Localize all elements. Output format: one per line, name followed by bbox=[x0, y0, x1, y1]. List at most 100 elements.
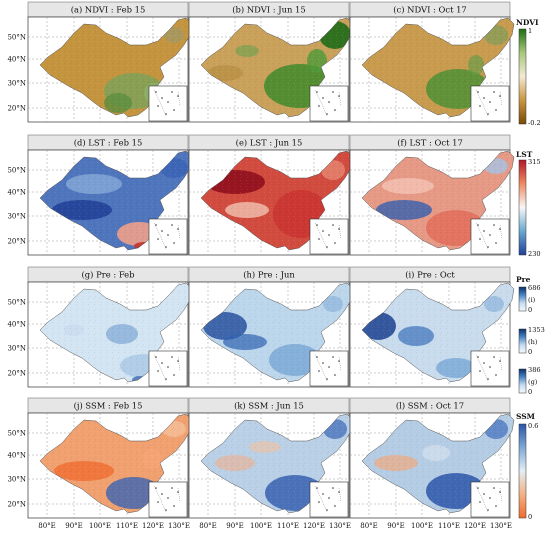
pre-colorbar-panel: (g) bbox=[528, 378, 538, 386]
south-china-sea-inset bbox=[470, 350, 510, 387]
panel-title: (e) LST : Jun 15 bbox=[236, 138, 303, 148]
lon-tick-label: 90°E bbox=[65, 522, 83, 530]
colorbar-title: LST bbox=[516, 150, 533, 159]
lon-tick-label: 130°E bbox=[329, 522, 351, 530]
panel-title: (h) Pre : Jun bbox=[243, 270, 295, 280]
panel-lst-jun: (e) LST : Jun 15 bbox=[188, 134, 354, 256]
lon-tick-label: 100°E bbox=[89, 522, 111, 530]
pre-colorbar-ramp bbox=[518, 286, 527, 312]
colorbar-min: 0 bbox=[528, 513, 532, 521]
south-china-sea-inset bbox=[148, 218, 188, 255]
south-china-sea-inset bbox=[148, 481, 188, 518]
lat-tick-label: 20°N bbox=[7, 500, 26, 508]
pre-colorbar-max: 1353 bbox=[528, 326, 545, 334]
panel-title: (b) NDVI : Jun 15 bbox=[232, 5, 305, 15]
panel-ssm-feb: (j) SSM : Feb 15 50°N 40°N 30°N 20°N bbox=[7, 397, 193, 519]
colorbar-min: -0.2 bbox=[528, 119, 541, 127]
panel-lst-oct: (f) LST : Oct 17 bbox=[349, 134, 515, 256]
lat-tick-label: 50°N bbox=[7, 166, 26, 174]
pre-colorbar-max: 386 bbox=[528, 366, 541, 374]
panel-ndvi-jun: (b) NDVI : Jun 15 bbox=[188, 1, 354, 123]
panel-pre-oct: (i) Pre : Oct bbox=[349, 266, 515, 388]
panel-title: (d) LST : Feb 15 bbox=[74, 138, 143, 148]
south-china-sea-inset bbox=[309, 85, 349, 122]
pre-colorbar-min: 0 bbox=[528, 306, 532, 314]
lat-tick-label: 40°N bbox=[7, 55, 26, 63]
lon-tick-label: 100°E bbox=[250, 522, 272, 530]
panel-title: (i) Pre : Oct bbox=[405, 270, 455, 280]
lon-tick-label: 130°E bbox=[490, 522, 512, 530]
panel-ssm-jun: (k) SSM : Jun 15 bbox=[188, 397, 354, 519]
panel-title: (c) NDVI : Oct 17 bbox=[393, 5, 467, 15]
panel-title: (k) SSM : Jun 15 bbox=[234, 401, 304, 411]
lon-tick-label: 80°E bbox=[38, 522, 56, 530]
pre-colorbar-panel: (h) bbox=[528, 338, 538, 346]
pre-colorbar-ramp bbox=[518, 368, 527, 394]
panel-pre-jun: (h) Pre : Jun bbox=[188, 266, 354, 388]
colorbar-ramp bbox=[518, 159, 527, 256]
lon-tick-label: 120°E bbox=[142, 522, 164, 530]
lat-tick-label: 30°N bbox=[7, 344, 26, 352]
lon-tick-label: 90°E bbox=[387, 522, 405, 530]
lat-tick-label: 40°N bbox=[7, 451, 26, 459]
panel-title: (f) LST : Oct 17 bbox=[397, 138, 463, 148]
pre-colorbar-min: 0 bbox=[528, 388, 532, 396]
south-china-sea-inset bbox=[148, 85, 188, 122]
lat-tick-label: 20°N bbox=[7, 369, 26, 377]
south-china-sea-inset bbox=[148, 350, 188, 387]
pre-colorbar-ramp bbox=[518, 328, 527, 354]
lon-tick-label: 120°E bbox=[303, 522, 325, 530]
lat-tick-label: 30°N bbox=[7, 79, 26, 87]
south-china-sea-inset bbox=[470, 481, 510, 518]
lat-tick-label: 50°N bbox=[7, 429, 26, 437]
panel-title: (j) SSM : Feb 15 bbox=[74, 401, 143, 411]
south-china-sea-inset bbox=[470, 218, 510, 255]
colorbar-min: 230 bbox=[528, 250, 541, 258]
lon-tick-label: 80°E bbox=[199, 522, 217, 530]
lon-tick-label: 110°E bbox=[438, 522, 460, 530]
pre-colorbar-panel: (i) bbox=[528, 296, 536, 304]
colorbar-max: 0.6 bbox=[528, 422, 539, 430]
colorbar-title: Pre bbox=[516, 275, 531, 284]
south-china-sea-inset bbox=[309, 350, 349, 387]
lat-tick-label: 30°N bbox=[7, 475, 26, 483]
lat-tick-label: 50°N bbox=[7, 33, 26, 41]
lon-tick-label: 130°E bbox=[168, 522, 190, 530]
south-china-sea-inset bbox=[309, 218, 349, 255]
panel-ndvi-feb: (a) NDVI : Feb 15 50°N 40°N 30°N 20°N bbox=[7, 1, 193, 123]
lon-tick-label: 120°E bbox=[464, 522, 486, 530]
lon-tick-label: 90°E bbox=[226, 522, 244, 530]
colorbar-max: 1 bbox=[528, 27, 532, 35]
pre-colorbar-min: 0 bbox=[528, 348, 532, 356]
lat-tick-label: 30°N bbox=[7, 212, 26, 220]
colorbar-ramp bbox=[518, 423, 527, 519]
colorbar-ramp bbox=[518, 28, 527, 125]
lon-tick-label: 80°E bbox=[360, 522, 378, 530]
lon-tick-label: 110°E bbox=[277, 522, 299, 530]
panel-title: (l) SSM : Oct 17 bbox=[396, 401, 464, 411]
lon-tick-label: 110°E bbox=[116, 522, 138, 530]
colorbar-max: 315 bbox=[528, 158, 541, 166]
south-china-sea-inset bbox=[470, 85, 510, 122]
lat-tick-label: 50°N bbox=[7, 298, 26, 306]
south-china-sea-inset bbox=[309, 481, 349, 518]
lon-tick-label: 100°E bbox=[411, 522, 433, 530]
pre-colorbar-max: 686 bbox=[528, 284, 541, 292]
panel-title: (a) NDVI : Feb 15 bbox=[71, 5, 146, 15]
panel-lst-feb: (d) LST : Feb 15 50°N 40°N 30°N 20°N bbox=[7, 134, 193, 256]
lat-tick-label: 20°N bbox=[7, 104, 26, 112]
panel-ssm-oct: (l) SSM : Oct 17 bbox=[349, 397, 515, 519]
panel-title: (g) Pre : Feb bbox=[82, 270, 135, 280]
panel-ndvi-oct: (c) NDVI : Oct 17 bbox=[349, 1, 515, 123]
lat-tick-label: 40°N bbox=[7, 320, 26, 328]
lat-tick-label: 40°N bbox=[7, 188, 26, 196]
panel-pre-feb: (g) Pre : Feb 50°N 40°N 30°N 20°N bbox=[7, 266, 193, 388]
colorbar-title: SSM bbox=[516, 412, 535, 421]
colorbar-title: NDVI bbox=[516, 18, 539, 27]
lat-tick-label: 20°N bbox=[7, 237, 26, 245]
